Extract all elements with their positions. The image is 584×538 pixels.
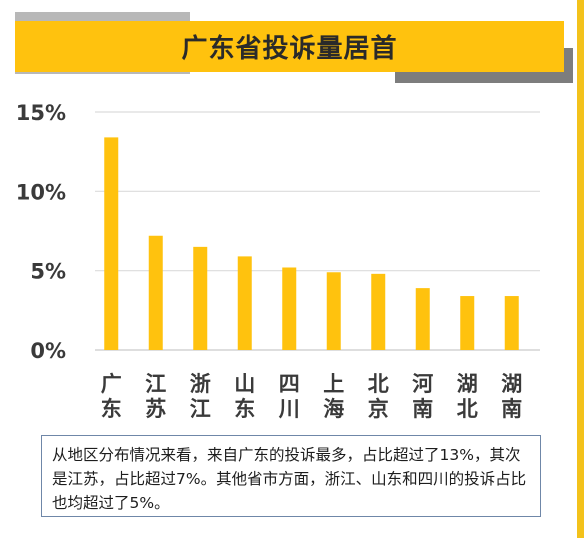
x-tick-label: 苏 xyxy=(145,397,166,421)
y-tick-label: 5% xyxy=(30,260,66,284)
chart-title: 广东省投诉量居首 xyxy=(181,34,398,64)
x-tick-label: 南 xyxy=(501,397,522,421)
x-tick-label: 川 xyxy=(278,397,300,421)
bar xyxy=(415,288,430,350)
x-tick-label: 江 xyxy=(190,397,211,421)
x-tick-label: 河 xyxy=(412,372,433,396)
x-tick-label: 海 xyxy=(323,397,344,421)
x-tick-label: 广 xyxy=(101,372,122,396)
bar xyxy=(104,137,119,350)
x-tick-label: 四 xyxy=(279,372,300,396)
x-tick-label: 江 xyxy=(145,372,166,396)
x-tick-label: 京 xyxy=(368,397,389,421)
summary-note: 从地区分布情况来看，来自广东的投诉最多，占比超过了13%，其次是江苏，占比超过7… xyxy=(41,435,541,517)
y-tick-label: 15% xyxy=(16,101,66,125)
bar xyxy=(148,235,163,350)
x-tick-label: 南 xyxy=(412,397,433,421)
x-tick-label: 上 xyxy=(323,372,344,396)
bar xyxy=(282,267,297,350)
bar xyxy=(460,296,475,350)
x-tick-label: 山 xyxy=(234,372,255,396)
bar xyxy=(326,272,341,350)
right-edge-stripe xyxy=(577,0,584,538)
x-tick-label: 湖 xyxy=(501,372,522,396)
y-axis-ticks: 0% 5% 10% 15% xyxy=(16,101,66,363)
x-tick-label: 北 xyxy=(457,397,478,421)
x-tick-label: 东 xyxy=(234,397,255,421)
bar xyxy=(193,246,208,350)
bar xyxy=(371,273,386,350)
title-bar: 广东省投诉量居首 xyxy=(15,21,564,72)
x-tick-label: 东 xyxy=(101,397,122,421)
x-tick-label: 浙 xyxy=(190,372,211,396)
y-tick-label: 0% xyxy=(30,339,66,363)
x-tick-label: 湖 xyxy=(457,372,478,396)
y-tick-label: 10% xyxy=(16,180,66,204)
bars xyxy=(104,137,519,350)
x-tick-label: 北 xyxy=(368,372,389,396)
bar xyxy=(237,256,252,350)
bar xyxy=(504,296,519,350)
